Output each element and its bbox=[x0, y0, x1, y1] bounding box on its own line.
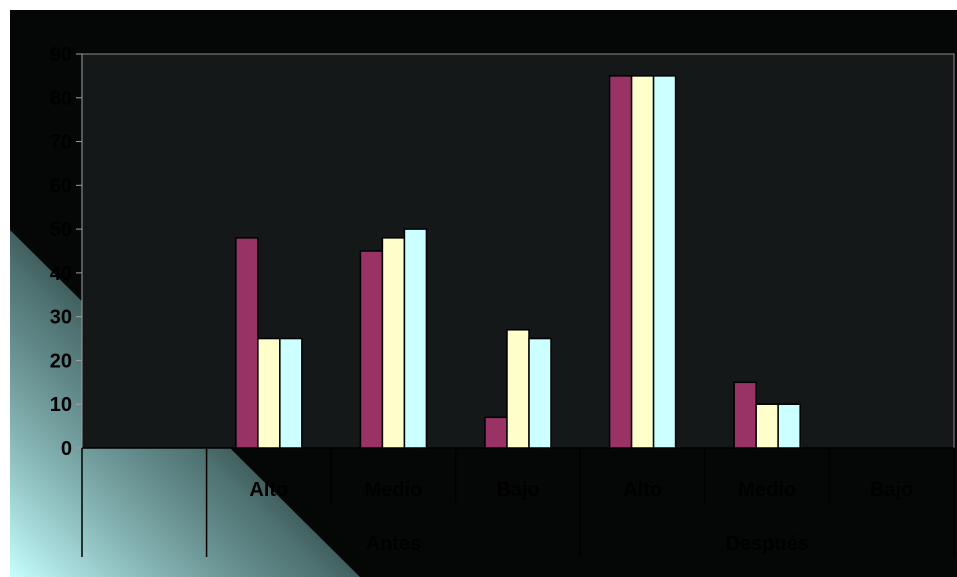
y-tick-label: 20 bbox=[50, 350, 72, 372]
x-category-label: Alto bbox=[623, 479, 662, 501]
y-tick-label: 40 bbox=[50, 263, 72, 285]
bar bbox=[279, 337, 303, 449]
bar bbox=[506, 329, 530, 449]
x-category-label: Medio bbox=[738, 479, 796, 501]
bar bbox=[652, 75, 677, 449]
bar bbox=[755, 403, 779, 449]
y-tick-label: 80 bbox=[50, 88, 72, 110]
y-tick-label: 30 bbox=[50, 307, 72, 329]
x-category-label: Alto bbox=[249, 479, 288, 501]
x-category-label: Bajo bbox=[496, 479, 539, 501]
bar bbox=[528, 337, 552, 449]
x-category-label: Bajo bbox=[870, 479, 913, 501]
bar bbox=[733, 381, 757, 449]
x-group-label: Después bbox=[725, 533, 808, 555]
bar bbox=[257, 337, 281, 449]
x-category-label: Medio bbox=[365, 479, 423, 501]
bar bbox=[235, 237, 259, 449]
y-tick-label: 90 bbox=[50, 44, 72, 66]
y-tick-label: 50 bbox=[50, 219, 72, 241]
bar bbox=[608, 75, 633, 449]
bar bbox=[359, 250, 384, 449]
bar bbox=[381, 237, 406, 449]
y-tick-label: 10 bbox=[50, 394, 72, 416]
y-tick-label: 60 bbox=[50, 175, 72, 197]
bar bbox=[630, 75, 655, 449]
bar bbox=[403, 228, 428, 449]
bar bbox=[777, 403, 801, 449]
y-tick-label: 70 bbox=[50, 132, 72, 154]
bar bbox=[484, 416, 508, 449]
x-group-label: Antes bbox=[366, 533, 422, 555]
y-tick-label: 0 bbox=[61, 438, 72, 460]
